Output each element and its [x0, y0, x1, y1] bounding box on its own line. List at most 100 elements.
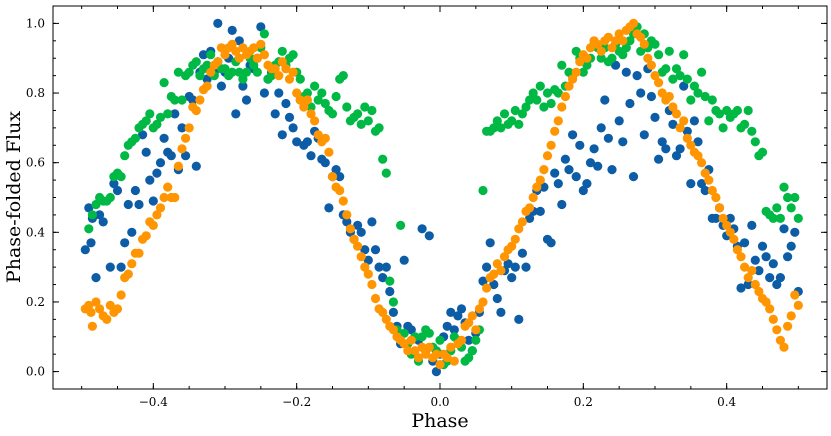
- data-point: [700, 168, 710, 178]
- data-point: [84, 300, 94, 310]
- data-point: [413, 353, 424, 363]
- data-point: [84, 224, 94, 234]
- data-point: [593, 161, 603, 171]
- data-point: [170, 109, 180, 119]
- data-point: [571, 172, 581, 182]
- data-point: [399, 328, 409, 338]
- data-point: [568, 74, 578, 84]
- data-point: [277, 57, 287, 67]
- data-point: [313, 130, 323, 140]
- data-point: [238, 74, 248, 84]
- data-point: [636, 32, 646, 42]
- data-point: [689, 81, 700, 91]
- data-point: [417, 224, 427, 234]
- data-point: [564, 81, 574, 91]
- data-point: [86, 238, 96, 248]
- data-point: [517, 109, 528, 119]
- data-point: [700, 185, 710, 196]
- data-point: [557, 199, 567, 210]
- data-point: [130, 133, 140, 143]
- data-point: [464, 335, 474, 345]
- data-point: [654, 50, 664, 60]
- data-point: [249, 60, 259, 70]
- data-point: [159, 192, 169, 203]
- y-axis: 0.0 0.2 0.4 0.6 0.8 1.0: [26, 16, 827, 379]
- data-point: [707, 95, 717, 105]
- data-point: [238, 43, 248, 53]
- data-point: [686, 140, 696, 150]
- data-point: [650, 71, 660, 81]
- data-point: [793, 300, 803, 310]
- data-point: [510, 234, 520, 244]
- data-point: [310, 116, 320, 126]
- data-point: [213, 18, 223, 28]
- data-point: [464, 318, 474, 328]
- data-point: [736, 252, 746, 262]
- data-point: [331, 165, 341, 175]
- data-point: [288, 67, 298, 77]
- data-point: [417, 342, 427, 352]
- data-point: [575, 57, 585, 67]
- data-point: [514, 119, 524, 129]
- data-point: [152, 210, 162, 220]
- data-point: [704, 175, 714, 185]
- y-tick-label: 0.4: [26, 225, 45, 239]
- data-point: [517, 217, 528, 227]
- data-point: [356, 227, 366, 237]
- data-point: [86, 307, 96, 317]
- data-point: [679, 50, 689, 60]
- data-point: [492, 116, 502, 126]
- data-point: [449, 356, 459, 366]
- data-point: [585, 158, 596, 168]
- data-point: [539, 182, 549, 192]
- data-point: [381, 314, 391, 324]
- data-point: [697, 67, 707, 77]
- data-point: [575, 140, 585, 150]
- data-point: [456, 335, 467, 345]
- data-point: [173, 67, 183, 77]
- data-point: [582, 179, 592, 189]
- data-point: [775, 213, 786, 223]
- data-point: [191, 105, 201, 116]
- data-point: [578, 185, 588, 196]
- data-point: [116, 262, 126, 272]
- data-point: [510, 105, 520, 116]
- data-point: [91, 199, 101, 210]
- data-point: [693, 88, 703, 98]
- data-point: [270, 109, 280, 119]
- data-point: [163, 109, 173, 119]
- data-point: [639, 130, 649, 140]
- data-point: [127, 227, 137, 237]
- data-point: [535, 81, 545, 91]
- data-point: [697, 158, 707, 168]
- data-point: [284, 112, 295, 122]
- data-point: [768, 259, 778, 269]
- data-point: [664, 46, 674, 56]
- data-point: [249, 43, 259, 53]
- data-point: [449, 325, 459, 335]
- data-point: [327, 172, 338, 182]
- data-point: [593, 39, 603, 49]
- data-point: [682, 133, 692, 143]
- y-axis-label: Phase-folded Flux: [3, 111, 25, 283]
- data-point: [435, 360, 445, 370]
- data-point: [654, 78, 664, 88]
- data-point: [625, 98, 635, 109]
- data-point: [120, 151, 130, 161]
- data-point: [206, 50, 216, 60]
- data-point: [252, 67, 262, 77]
- data-point: [496, 307, 506, 317]
- data-point: [274, 88, 284, 98]
- x-tick-label: −0.4: [139, 395, 169, 409]
- data-point: [553, 88, 563, 98]
- data-point: [772, 203, 782, 213]
- data-point: [231, 46, 241, 56]
- y-tick-label: 1.0: [26, 16, 45, 30]
- data-point: [718, 213, 728, 223]
- data-point: [370, 293, 381, 304]
- data-point: [170, 192, 180, 203]
- series-2: [80, 18, 803, 370]
- data-point: [689, 116, 700, 126]
- data-point: [725, 227, 735, 237]
